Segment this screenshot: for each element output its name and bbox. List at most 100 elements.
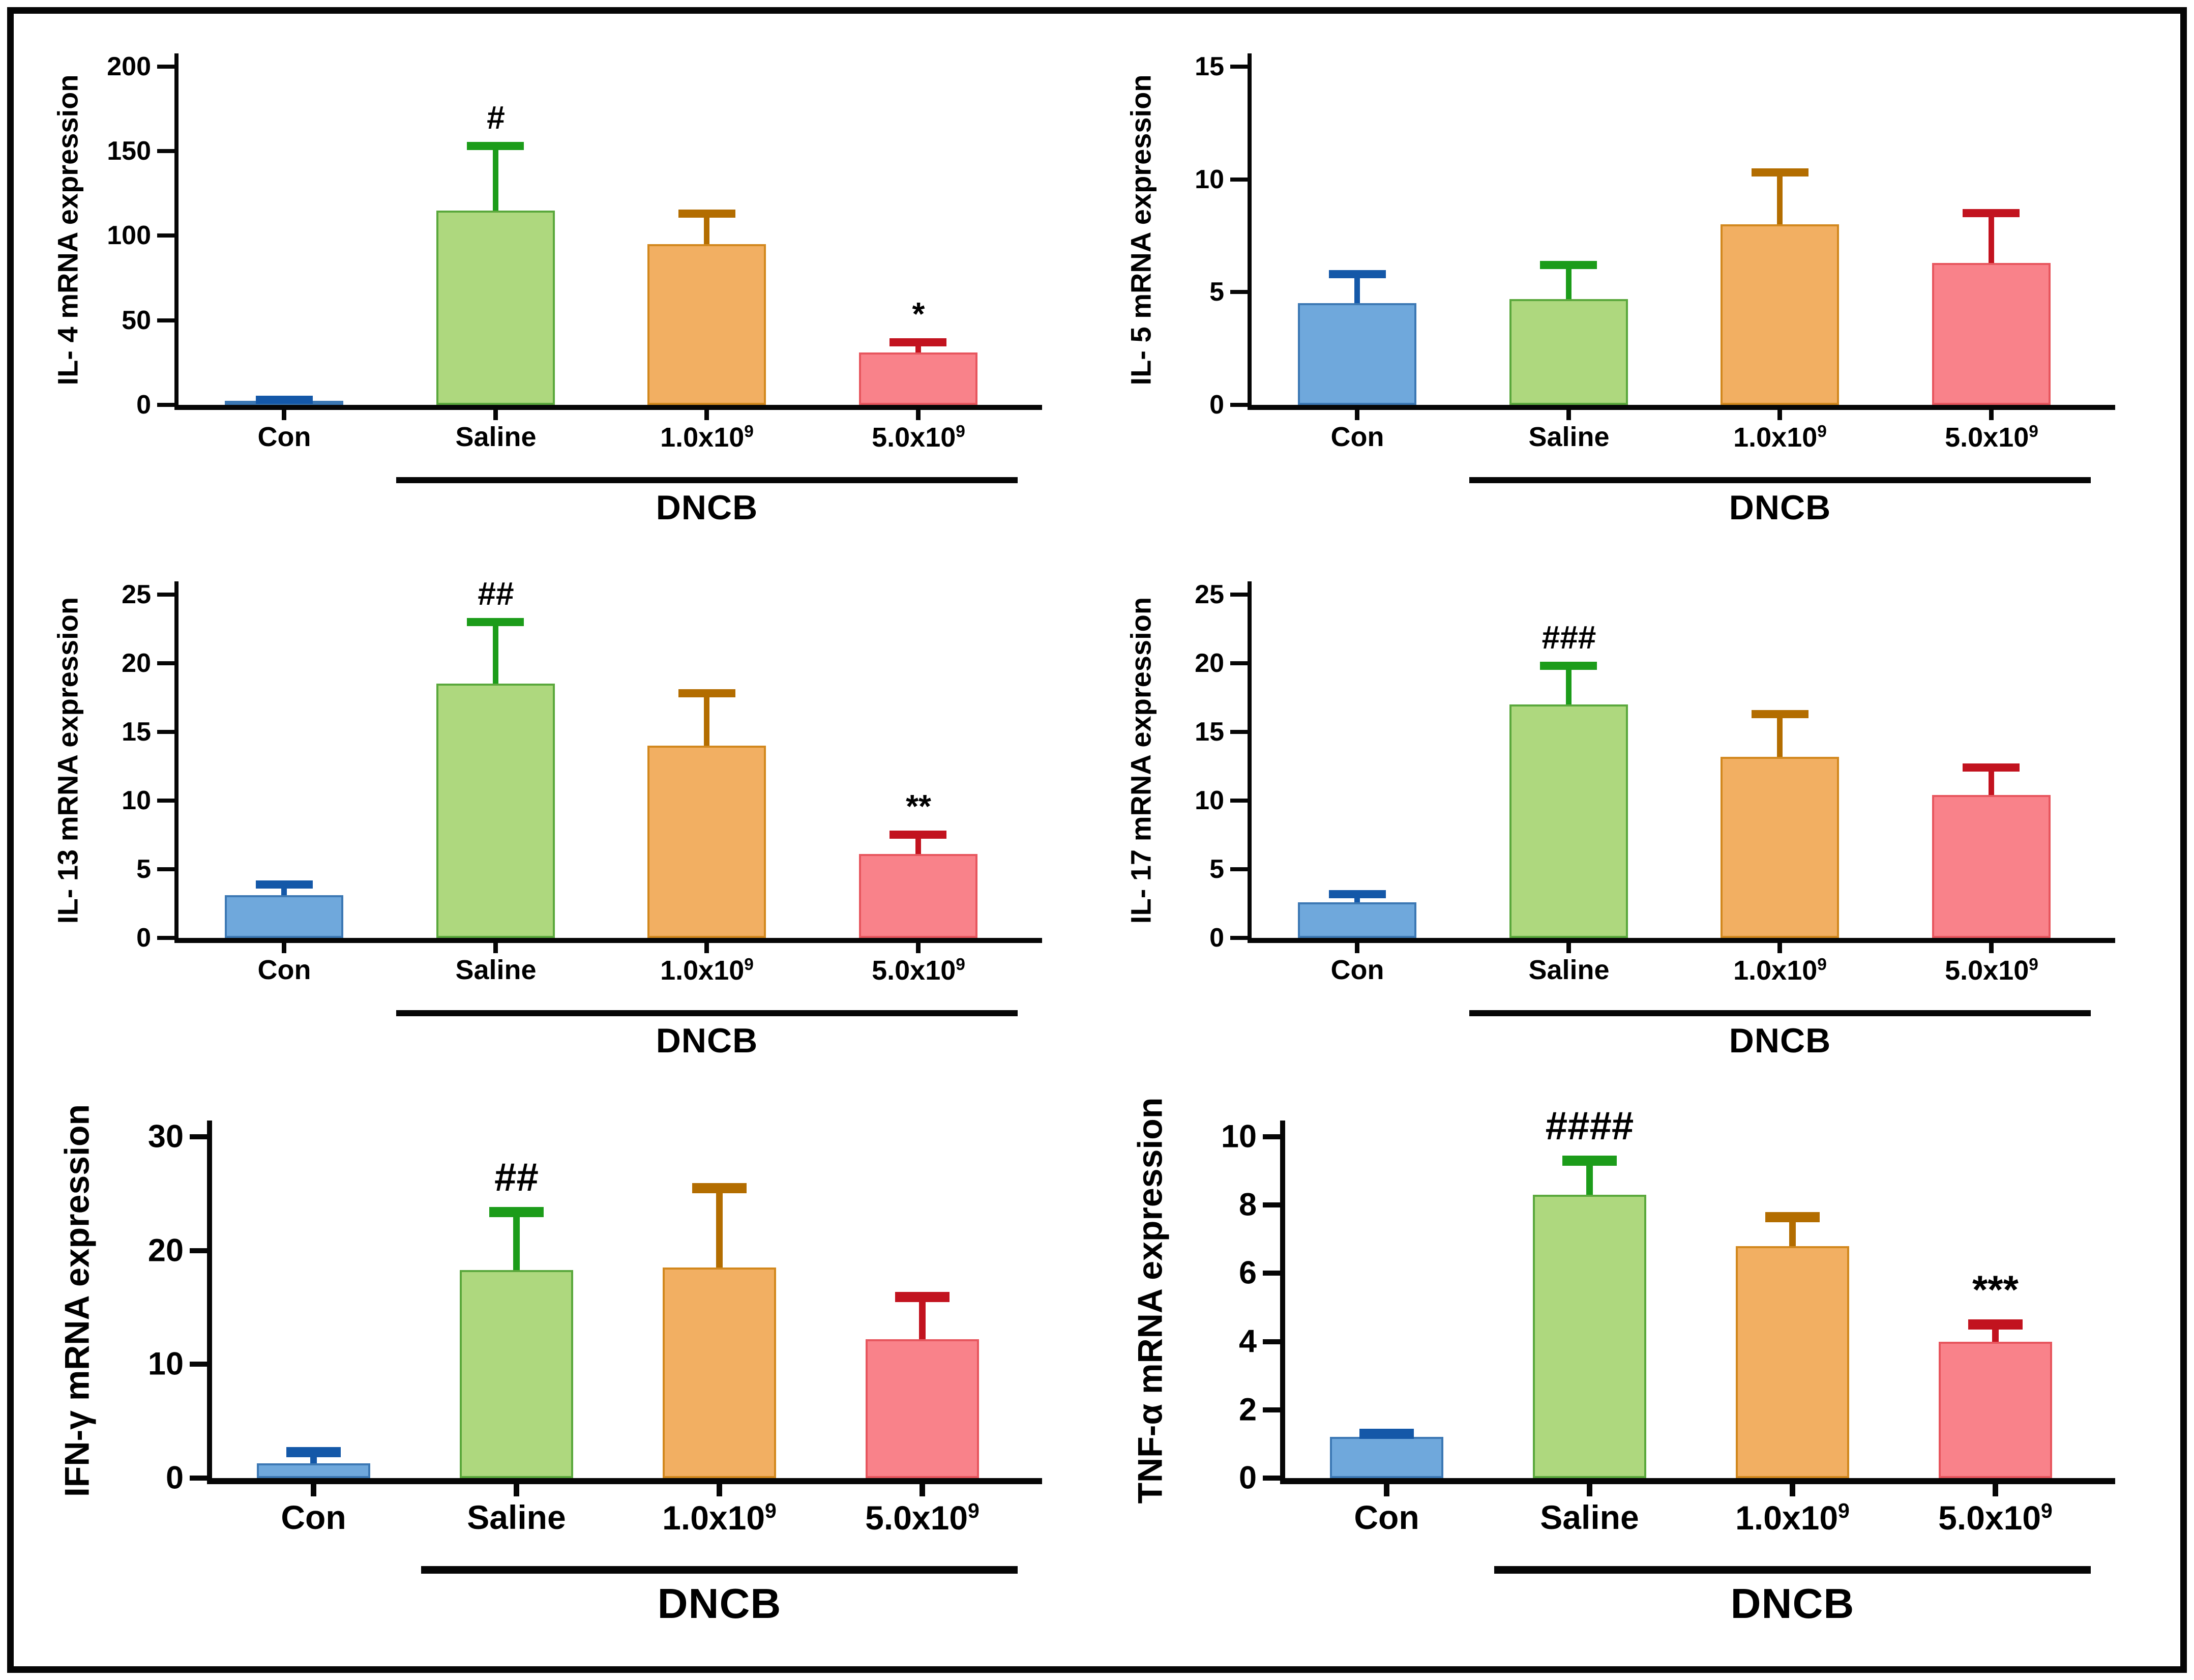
x-label-text: 1.0x10 (662, 1499, 765, 1537)
y-tick (157, 403, 174, 407)
x-tick (916, 410, 921, 420)
x-label-5-0x10-9: 5.0x109 (1886, 423, 2097, 451)
y-tick (1230, 799, 1248, 803)
y-tick (1230, 936, 1248, 940)
y-tick (157, 233, 174, 238)
x-tick (514, 1484, 519, 1496)
y-tick-label: 10 (1195, 786, 1224, 815)
x-label-text: 5.0x10 (1938, 1499, 2041, 1537)
error-bar-cap-5-0x10-9 (890, 831, 946, 839)
x-tick (920, 1484, 925, 1496)
y-tick (157, 867, 174, 871)
x-label-1-0x10-9: 1.0x109 (1691, 1500, 1894, 1535)
error-bar-cap-1-0x10-9 (1752, 710, 1808, 718)
significance-marker: ### (1541, 619, 1596, 656)
panel-il-13: 0 5 10 15 20 25 IL- 13 mRNA expression Con Salin… (26, 554, 1095, 1083)
y-tick-label: 15 (122, 717, 151, 747)
bar-5-0x10-9 (859, 854, 977, 938)
x-label-exponent: 9 (956, 955, 965, 974)
y-axis-line (207, 1121, 212, 1484)
y-tick (157, 661, 174, 665)
y-tick-label: 5 (136, 854, 151, 884)
x-label-exponent: 9 (2041, 1499, 2053, 1522)
x-label-exponent: 9 (765, 1499, 777, 1522)
error-bar-stem-con (1354, 274, 1360, 323)
y-axis-label: IL- 4 mRNA expression (51, 74, 84, 386)
x-label-5-0x10-9: 5.0x109 (1894, 1500, 2097, 1535)
error-bar-cap-1-0x10-9 (678, 689, 735, 697)
x-label-exponent: 9 (2029, 422, 2038, 441)
y-tick-label: 5 (1209, 277, 1224, 307)
bar-5-0x10-9 (1932, 795, 2051, 938)
x-axis-line (207, 1478, 1042, 1484)
error-bar-cap-1-0x10-9 (678, 210, 735, 218)
y-tick-label: 20 (1195, 649, 1224, 678)
x-tick (282, 410, 286, 420)
x-label-con: Con (179, 423, 390, 451)
y-axis-label: IL- 5 mRNA expression (1124, 74, 1157, 386)
y-tick-label: 100 (107, 221, 151, 250)
x-label-1-0x10-9: 1.0x109 (1674, 956, 1886, 984)
error-bar-cap-saline (1540, 662, 1597, 670)
panel-il-17: 0 5 10 15 20 25 IL- 17 mRNA expression Con Salin… (1099, 554, 2168, 1083)
x-label-text: 1.0x10 (1735, 1499, 1839, 1537)
x-label-5-0x10-9: 5.0x109 (813, 956, 1024, 984)
error-bar-cap-saline (467, 142, 524, 150)
y-tick (1263, 1407, 1280, 1412)
x-label-text: Saline (455, 955, 537, 985)
bar-con (1298, 303, 1416, 405)
x-label-text: Con (281, 1498, 346, 1536)
y-tick (1230, 290, 1248, 294)
panel-il-4: 0 50 100 150 200 IL- 4 mRNA expression Con Sali… (26, 26, 1095, 550)
dncb-label: DNCB (657, 1580, 782, 1627)
x-axis-line (1248, 405, 2115, 410)
y-tick-label: 0 (1238, 1460, 1257, 1496)
significance-marker: # (487, 99, 505, 136)
y-axis-line (174, 53, 179, 410)
dncb-label: DNCB (656, 488, 758, 527)
error-bar-cap-con (256, 396, 313, 404)
error-bar-cap-saline (467, 618, 524, 626)
significance-marker: ## (478, 575, 514, 612)
y-tick-label: 8 (1238, 1187, 1257, 1223)
bar-con (257, 1463, 370, 1478)
y-tick-label: 200 (107, 52, 151, 81)
y-tick (1230, 65, 1248, 69)
y-tick-label: 4 (1238, 1323, 1257, 1360)
y-tick-label: 10 (147, 1346, 184, 1382)
significance-marker: *** (1972, 1267, 2019, 1312)
bar-1-0x10-9 (1736, 1246, 1849, 1478)
x-label-con: Con (1252, 423, 1463, 451)
x-label-exponent: 9 (744, 422, 754, 441)
error-bar-cap-con (256, 880, 313, 889)
significance-marker: #### (1545, 1103, 1634, 1148)
x-tick (1790, 1484, 1795, 1496)
y-tick (1263, 1202, 1280, 1207)
bar-saline (1533, 1195, 1646, 1478)
error-bar-cap-1-0x10-9 (1765, 1212, 1820, 1222)
dncb-label: DNCB (1729, 488, 1831, 527)
x-label-text: Saline (1528, 955, 1610, 985)
error-bar-stem-5-0x10-9 (1989, 768, 1994, 815)
x-tick (916, 943, 921, 953)
bar-saline (460, 1270, 573, 1478)
y-tick-label: 20 (122, 649, 151, 678)
error-bar-stem-saline (1566, 666, 1572, 725)
x-label-exponent: 9 (1838, 1499, 1850, 1522)
x-tick (1355, 410, 1359, 420)
error-bar-stem-1-0x10-9 (704, 214, 709, 264)
y-tick (190, 1362, 207, 1367)
y-tick-label: 2 (1238, 1392, 1257, 1428)
y-tick (1230, 661, 1248, 665)
x-label-saline: Saline (390, 423, 602, 451)
y-tick-label: 10 (1221, 1118, 1257, 1155)
bar-con (225, 895, 343, 938)
y-axis-line (1280, 1121, 1285, 1484)
bar-5-0x10-9 (866, 1339, 979, 1478)
y-tick-label: 0 (165, 1460, 184, 1496)
x-label-5-0x10-9: 5.0x109 (1886, 956, 2097, 984)
bar-1-0x10-9 (1721, 224, 1839, 405)
figure-grid: 0 50 100 150 200 IL- 4 mRNA expression Con Sali… (26, 26, 2168, 1654)
bar-saline (436, 211, 555, 405)
y-axis-label: IL- 13 mRNA expression (51, 597, 84, 924)
